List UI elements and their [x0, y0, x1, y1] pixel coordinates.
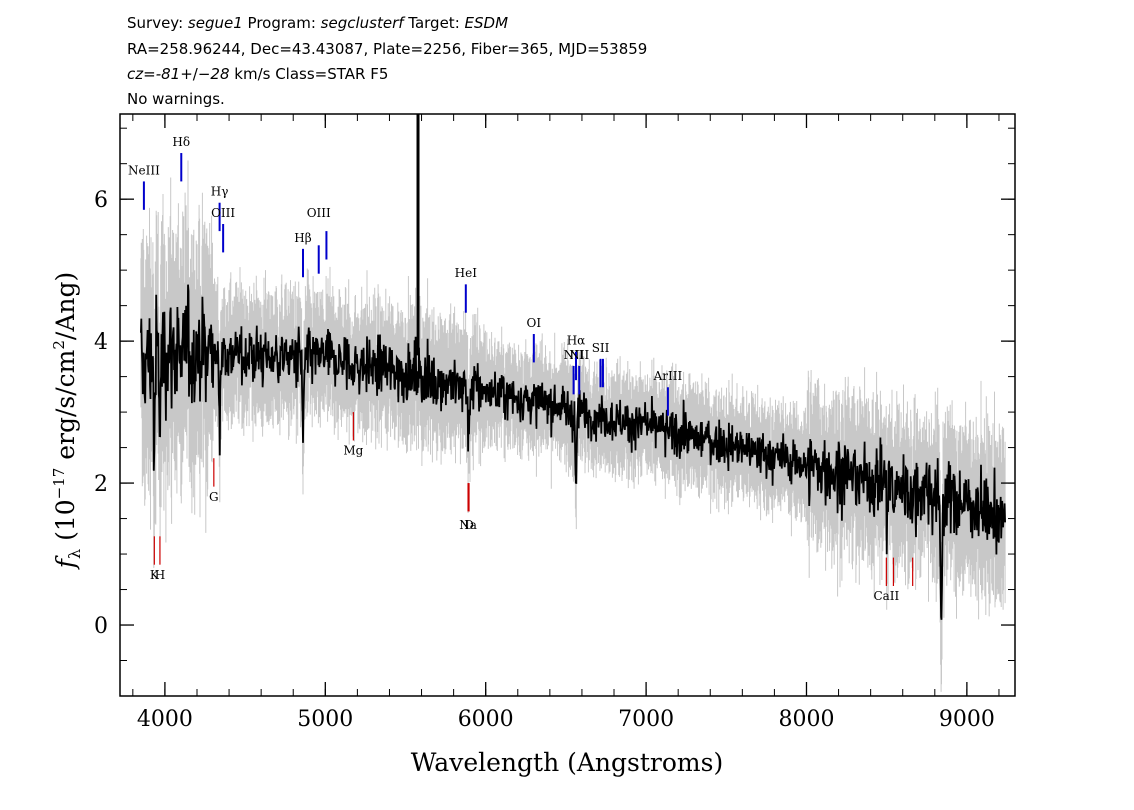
header-block: Survey: segue1 Program: segclusterf Targ…: [127, 14, 647, 108]
cz-error: 28: [210, 65, 229, 83]
emission-line-label: Hδ: [172, 135, 190, 149]
header-line-4: No warnings.: [127, 90, 225, 108]
y-tick-label: 6: [94, 188, 108, 213]
y-axis-title: fλ (10−17 erg/s/cm2/Ang): [50, 272, 84, 571]
target-label: Target:: [404, 14, 465, 32]
header-line-2: RA=258.96244, Dec=43.43087, Plate=2256, …: [127, 40, 647, 58]
absorption-line-label: CaII: [873, 589, 899, 603]
spectral-line-markers: NeIIIHδHγOIIIHβOIIIHeIOINIIHαNIISIIArIII…: [128, 135, 914, 603]
x-tick-label: 8000: [778, 707, 834, 732]
program-value: segclusterf: [321, 14, 407, 32]
x-tick-label: 7000: [618, 707, 674, 732]
absorption-line-label: G: [209, 490, 219, 504]
absorption-line-label: Mg: [343, 444, 363, 458]
cz-symbol: cz: [127, 65, 144, 83]
y-title-main: (10: [51, 499, 80, 549]
y-title-f: f: [51, 555, 80, 570]
target-value: ESDM: [465, 14, 509, 32]
y-tick-label: 4: [94, 330, 108, 355]
program-label: Program:: [243, 14, 321, 32]
emission-line-label: ArIII: [653, 369, 683, 383]
header-line-3: cz=-81+/−28 km/s Class=STAR F5: [127, 65, 388, 83]
x-tick-label: 5000: [297, 707, 353, 732]
survey-value: segue1: [188, 14, 243, 32]
plot-frame: [119, 113, 1016, 697]
x-tick-label: 4000: [137, 707, 193, 732]
emission-line-label: NII: [564, 348, 584, 362]
emission-line-label: HeI: [455, 266, 478, 280]
emission-line-label: SII: [592, 341, 610, 355]
cz-pm: +/−: [180, 65, 210, 83]
cz-value: -81: [156, 65, 181, 83]
emission-line-label: Hβ: [294, 231, 311, 245]
emission-line-label: NeIII: [128, 163, 160, 177]
header-line-1: Survey: segue1 Program: segclusterf Targ…: [127, 14, 508, 32]
emission-line-label: NII: [569, 348, 589, 362]
emission-line-label: OI: [527, 316, 542, 330]
x-tick-label: 6000: [458, 707, 514, 732]
x-tick-label: 9000: [939, 707, 995, 732]
absorption-line-label: D: [464, 518, 474, 532]
emission-line-label: OIII: [211, 206, 235, 220]
y-tick-label: 2: [94, 472, 108, 497]
flux-line: [140, 284, 1006, 620]
y-title-units: erg/s/cm: [51, 349, 80, 467]
absorption-line-label: Na: [459, 518, 477, 532]
cz-rest: km/s Class=STAR F5: [230, 65, 389, 83]
axis-ticks: 4000 5000 6000 7000 8000 9000 0 2 4 6: [94, 114, 1015, 732]
absorption-line-label: K: [150, 568, 160, 582]
x-axis-title: Wavelength (Angstroms): [411, 748, 723, 777]
emission-line-label: Hα: [567, 334, 586, 348]
cz-eq: =: [143, 65, 156, 83]
emission-line-label: OIII: [307, 206, 331, 220]
y-title-squared: 2: [50, 340, 68, 350]
y-title-end: /Ang): [51, 272, 80, 340]
y-tick-label: 0: [94, 614, 108, 639]
y-title-exponent: −17: [50, 468, 68, 500]
plot-area: [140, 114, 1006, 692]
y-title-lambda: λ: [65, 549, 84, 559]
emission-line-label: Hγ: [211, 185, 229, 199]
absorption-line-label: H: [155, 568, 165, 582]
survey-label: Survey:: [127, 14, 188, 32]
